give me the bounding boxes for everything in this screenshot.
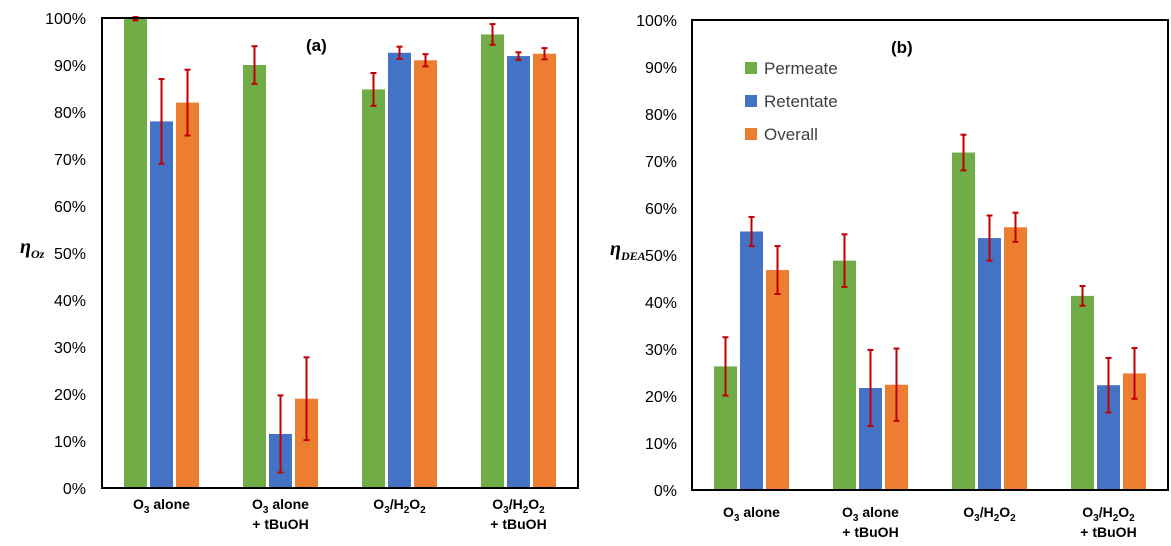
x-category-label: O3/H2O2	[963, 504, 1016, 524]
legend-label-overall: Overall	[764, 125, 818, 144]
x-category-label: O3/H2O2	[492, 496, 545, 516]
y-tick-label: 100%	[45, 11, 86, 28]
bar-overall	[295, 398, 318, 488]
error-bar-permeate	[722, 336, 729, 397]
x-category-label: O3/H2O2	[1082, 504, 1135, 524]
bar-permeate	[833, 260, 856, 490]
y-tick-label: 100%	[636, 13, 677, 30]
y-tick-label: 60%	[645, 201, 677, 218]
y-tick-label: 0%	[654, 483, 677, 500]
x-category-label: O3 alone	[842, 504, 899, 524]
error-bar-retentate	[986, 214, 993, 262]
bar-retentate	[859, 388, 882, 490]
y-tick-label: 30%	[645, 342, 677, 359]
plot-frame	[691, 19, 1169, 491]
bar-permeate	[124, 18, 147, 488]
y-tick-label: 80%	[645, 107, 677, 124]
chart-panel-b: 0% 10% 20% 30% 40% 50% 60% 70% 80% 90% 100% ηDEA O3 …	[610, 13, 1169, 540]
error-bar-overall	[303, 356, 310, 442]
y-tick-label: 50%	[54, 246, 86, 263]
bar-permeate	[243, 65, 266, 488]
error-bar-retentate	[396, 45, 403, 60]
error-bar-overall	[541, 47, 548, 61]
bar-retentate	[740, 231, 763, 490]
bar-overall	[533, 53, 556, 488]
error-bar-overall	[184, 68, 191, 137]
error-bar-retentate	[515, 51, 522, 61]
error-bar-retentate	[867, 348, 874, 428]
error-bar-permeate	[370, 71, 377, 107]
bar-retentate	[978, 238, 1001, 490]
y-tick-label: 30%	[54, 340, 86, 357]
y-tick-label: 20%	[645, 389, 677, 406]
bar-overall	[766, 270, 789, 490]
y-tick-label: 60%	[54, 199, 86, 216]
x-category-label-line2: + tBuOH	[252, 516, 308, 532]
y-tick-label: 90%	[54, 58, 86, 75]
y-tick-label: 70%	[645, 154, 677, 171]
x-category-label-line2: + tBuOH	[490, 516, 546, 532]
error-bar-permeate	[489, 23, 496, 46]
y-tick-label: 80%	[54, 105, 86, 122]
y-tick-label: 10%	[54, 434, 86, 451]
bar-retentate	[150, 121, 173, 489]
y-axis-label: ηDEA	[610, 238, 646, 263]
y-tick-label: 0%	[63, 481, 86, 498]
bar-permeate	[952, 152, 975, 491]
legend-swatch-overall	[745, 128, 757, 140]
error-bar-overall	[1131, 347, 1138, 400]
error-bar-retentate	[277, 394, 284, 474]
legend-label-retentate: Retentate	[764, 92, 838, 111]
y-tick-label: 40%	[54, 293, 86, 310]
x-category-label: O3 alone	[723, 504, 780, 524]
x-category-label: O3 alone	[133, 496, 190, 516]
error-bar-permeate	[251, 45, 258, 85]
y-tick-label: 90%	[645, 60, 677, 77]
x-category-label: O3/H2O2	[373, 496, 426, 516]
y-tick-label: 50%	[645, 248, 677, 265]
bar-overall	[176, 102, 199, 488]
bar-permeate	[1071, 295, 1094, 490]
error-bar-overall	[1012, 211, 1019, 243]
bar-overall	[414, 60, 437, 489]
chart-panel-a: 0% 10% 20% 30% 40% 50% 60% 70% 80% 90% 100% ηOz O3 a…	[20, 11, 579, 532]
bar-retentate	[507, 56, 530, 488]
bar-permeate	[481, 34, 504, 488]
bar-overall	[1123, 373, 1146, 490]
y-tick-label: 10%	[645, 436, 677, 453]
error-bar-permeate	[841, 233, 848, 288]
error-bar-retentate	[158, 78, 165, 165]
x-category-label: O3 alone	[252, 496, 309, 516]
y-axis-label: ηOz	[20, 236, 45, 261]
error-bar-permeate	[1079, 285, 1086, 307]
legend-swatch-retentate	[745, 95, 757, 107]
x-category-label-line2: + tBuOH	[1080, 524, 1136, 540]
bar-permeate	[714, 366, 737, 490]
x-category-label-line2: + tBuOH	[842, 524, 898, 540]
legend-swatch-permeate	[745, 62, 757, 74]
error-bar-overall	[422, 53, 429, 68]
bar-overall	[885, 384, 908, 490]
bar-overall	[1004, 227, 1027, 490]
plot-frame	[101, 17, 579, 489]
error-bar-overall	[774, 245, 781, 296]
y-tick-label: 70%	[54, 152, 86, 169]
legend: Permeate Retentate Overall	[745, 59, 838, 144]
bar-retentate	[1097, 385, 1120, 490]
legend-label-permeate: Permeate	[764, 59, 838, 78]
error-bar-overall	[893, 347, 900, 422]
error-bar-retentate	[748, 215, 755, 248]
bar-permeate	[362, 89, 385, 488]
error-bar-permeate	[960, 133, 967, 172]
y-tick-label: 40%	[645, 295, 677, 312]
y-tick-label: 20%	[54, 387, 86, 404]
panel-label: (b)	[891, 38, 913, 57]
panel-label: (a)	[306, 36, 327, 55]
bar-retentate	[388, 52, 411, 488]
error-bar-retentate	[1105, 356, 1112, 414]
